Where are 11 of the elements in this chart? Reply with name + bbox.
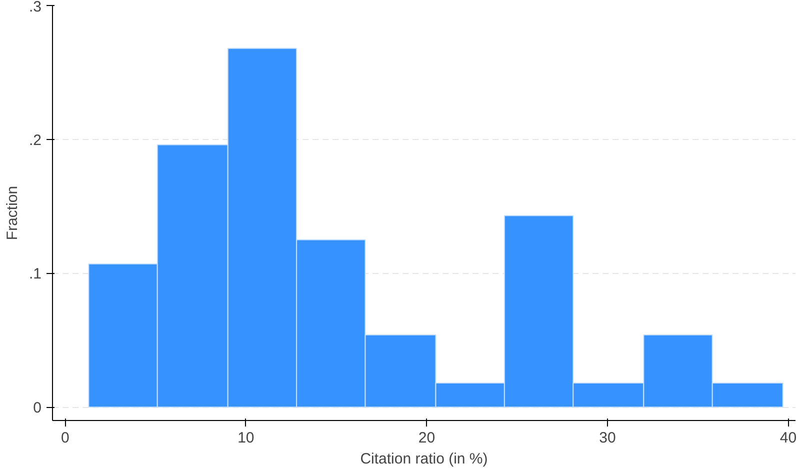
x-tick-label: 20 xyxy=(418,430,436,446)
y-tick-label: .1 xyxy=(28,266,42,283)
x-tick-label: 10 xyxy=(238,430,254,446)
x-tick-label: 40 xyxy=(780,430,797,446)
y-tick-label: .3 xyxy=(28,0,42,16)
y-tick-label: 0 xyxy=(33,400,42,417)
y-tick-label: .2 xyxy=(28,132,42,149)
x-axis-title: Citation ratio (in %) xyxy=(360,450,488,468)
x-tick-label: 0 xyxy=(60,430,70,446)
x-tick-label: 30 xyxy=(599,430,616,446)
y-axis-title: Fraction xyxy=(4,186,21,240)
